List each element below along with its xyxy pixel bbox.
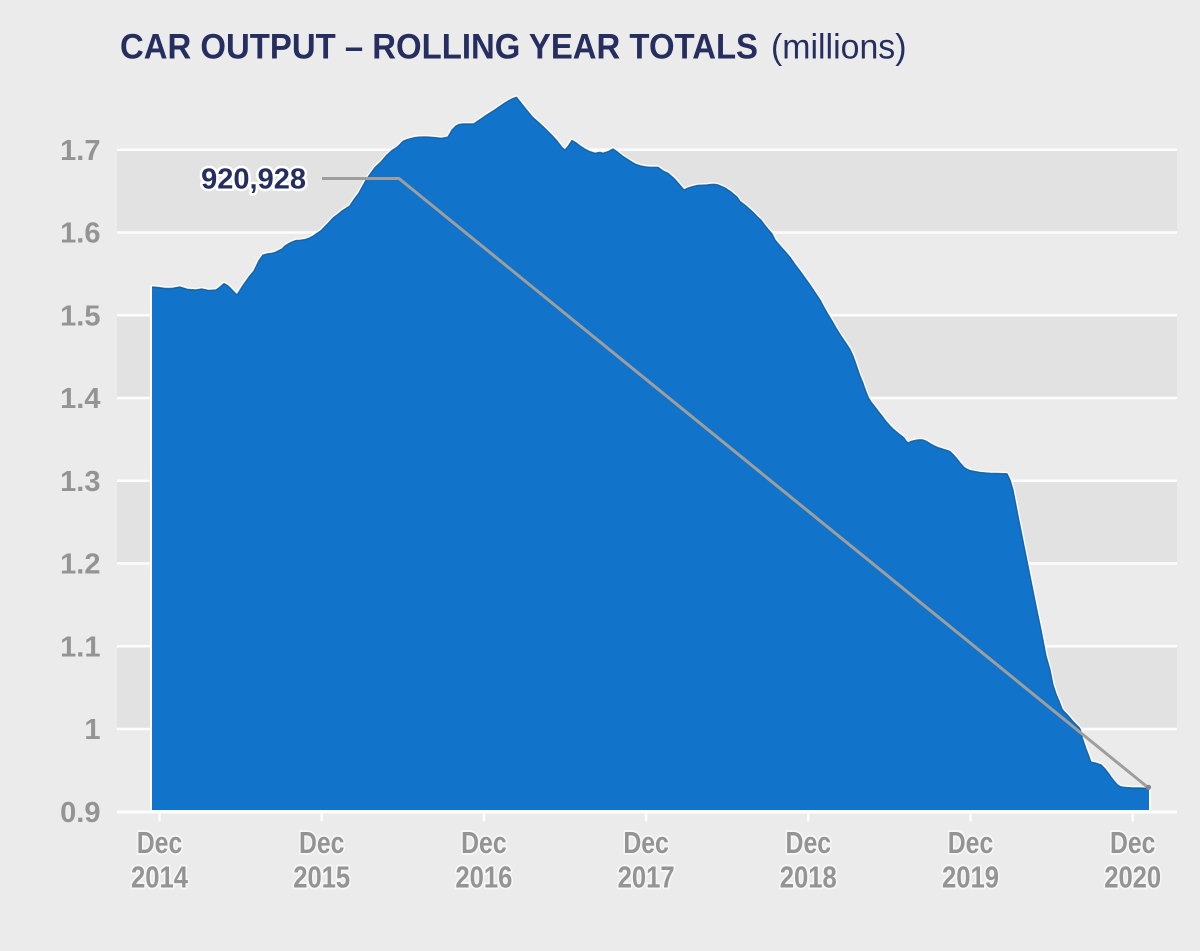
svg-text:1.5: 1.5 — [60, 300, 100, 332]
svg-text:1: 1 — [84, 714, 100, 746]
svg-text:1.7: 1.7 — [60, 135, 100, 167]
svg-text:1.1: 1.1 — [60, 631, 100, 663]
svg-text:1.4: 1.4 — [60, 383, 100, 415]
svg-text:920,928: 920,928 — [201, 164, 306, 196]
svg-text:Dec: Dec — [623, 825, 669, 860]
svg-text:CAR OUTPUT – ROLLING YEAR TOTA: CAR OUTPUT – ROLLING YEAR TOTALS — [120, 28, 758, 67]
svg-text:2018: 2018 — [780, 860, 837, 895]
svg-text:Dec: Dec — [786, 825, 832, 860]
svg-text:1.6: 1.6 — [60, 218, 100, 250]
svg-text:Dec: Dec — [137, 825, 183, 860]
svg-text:2014: 2014 — [131, 860, 189, 895]
svg-text:0.9: 0.9 — [60, 797, 100, 829]
svg-text:2019: 2019 — [942, 860, 999, 895]
svg-text:(millions): (millions) — [771, 28, 907, 67]
svg-text:2017: 2017 — [618, 860, 675, 895]
svg-text:Dec: Dec — [948, 825, 994, 860]
svg-text:Dec: Dec — [299, 825, 345, 860]
svg-text:2020: 2020 — [1104, 860, 1161, 895]
svg-text:2015: 2015 — [293, 860, 350, 895]
svg-text:1.3: 1.3 — [60, 466, 100, 498]
svg-text:2016: 2016 — [455, 860, 512, 895]
svg-text:Dec: Dec — [461, 825, 507, 860]
svg-text:1.2: 1.2 — [60, 549, 100, 581]
svg-text:Dec: Dec — [1110, 825, 1156, 860]
